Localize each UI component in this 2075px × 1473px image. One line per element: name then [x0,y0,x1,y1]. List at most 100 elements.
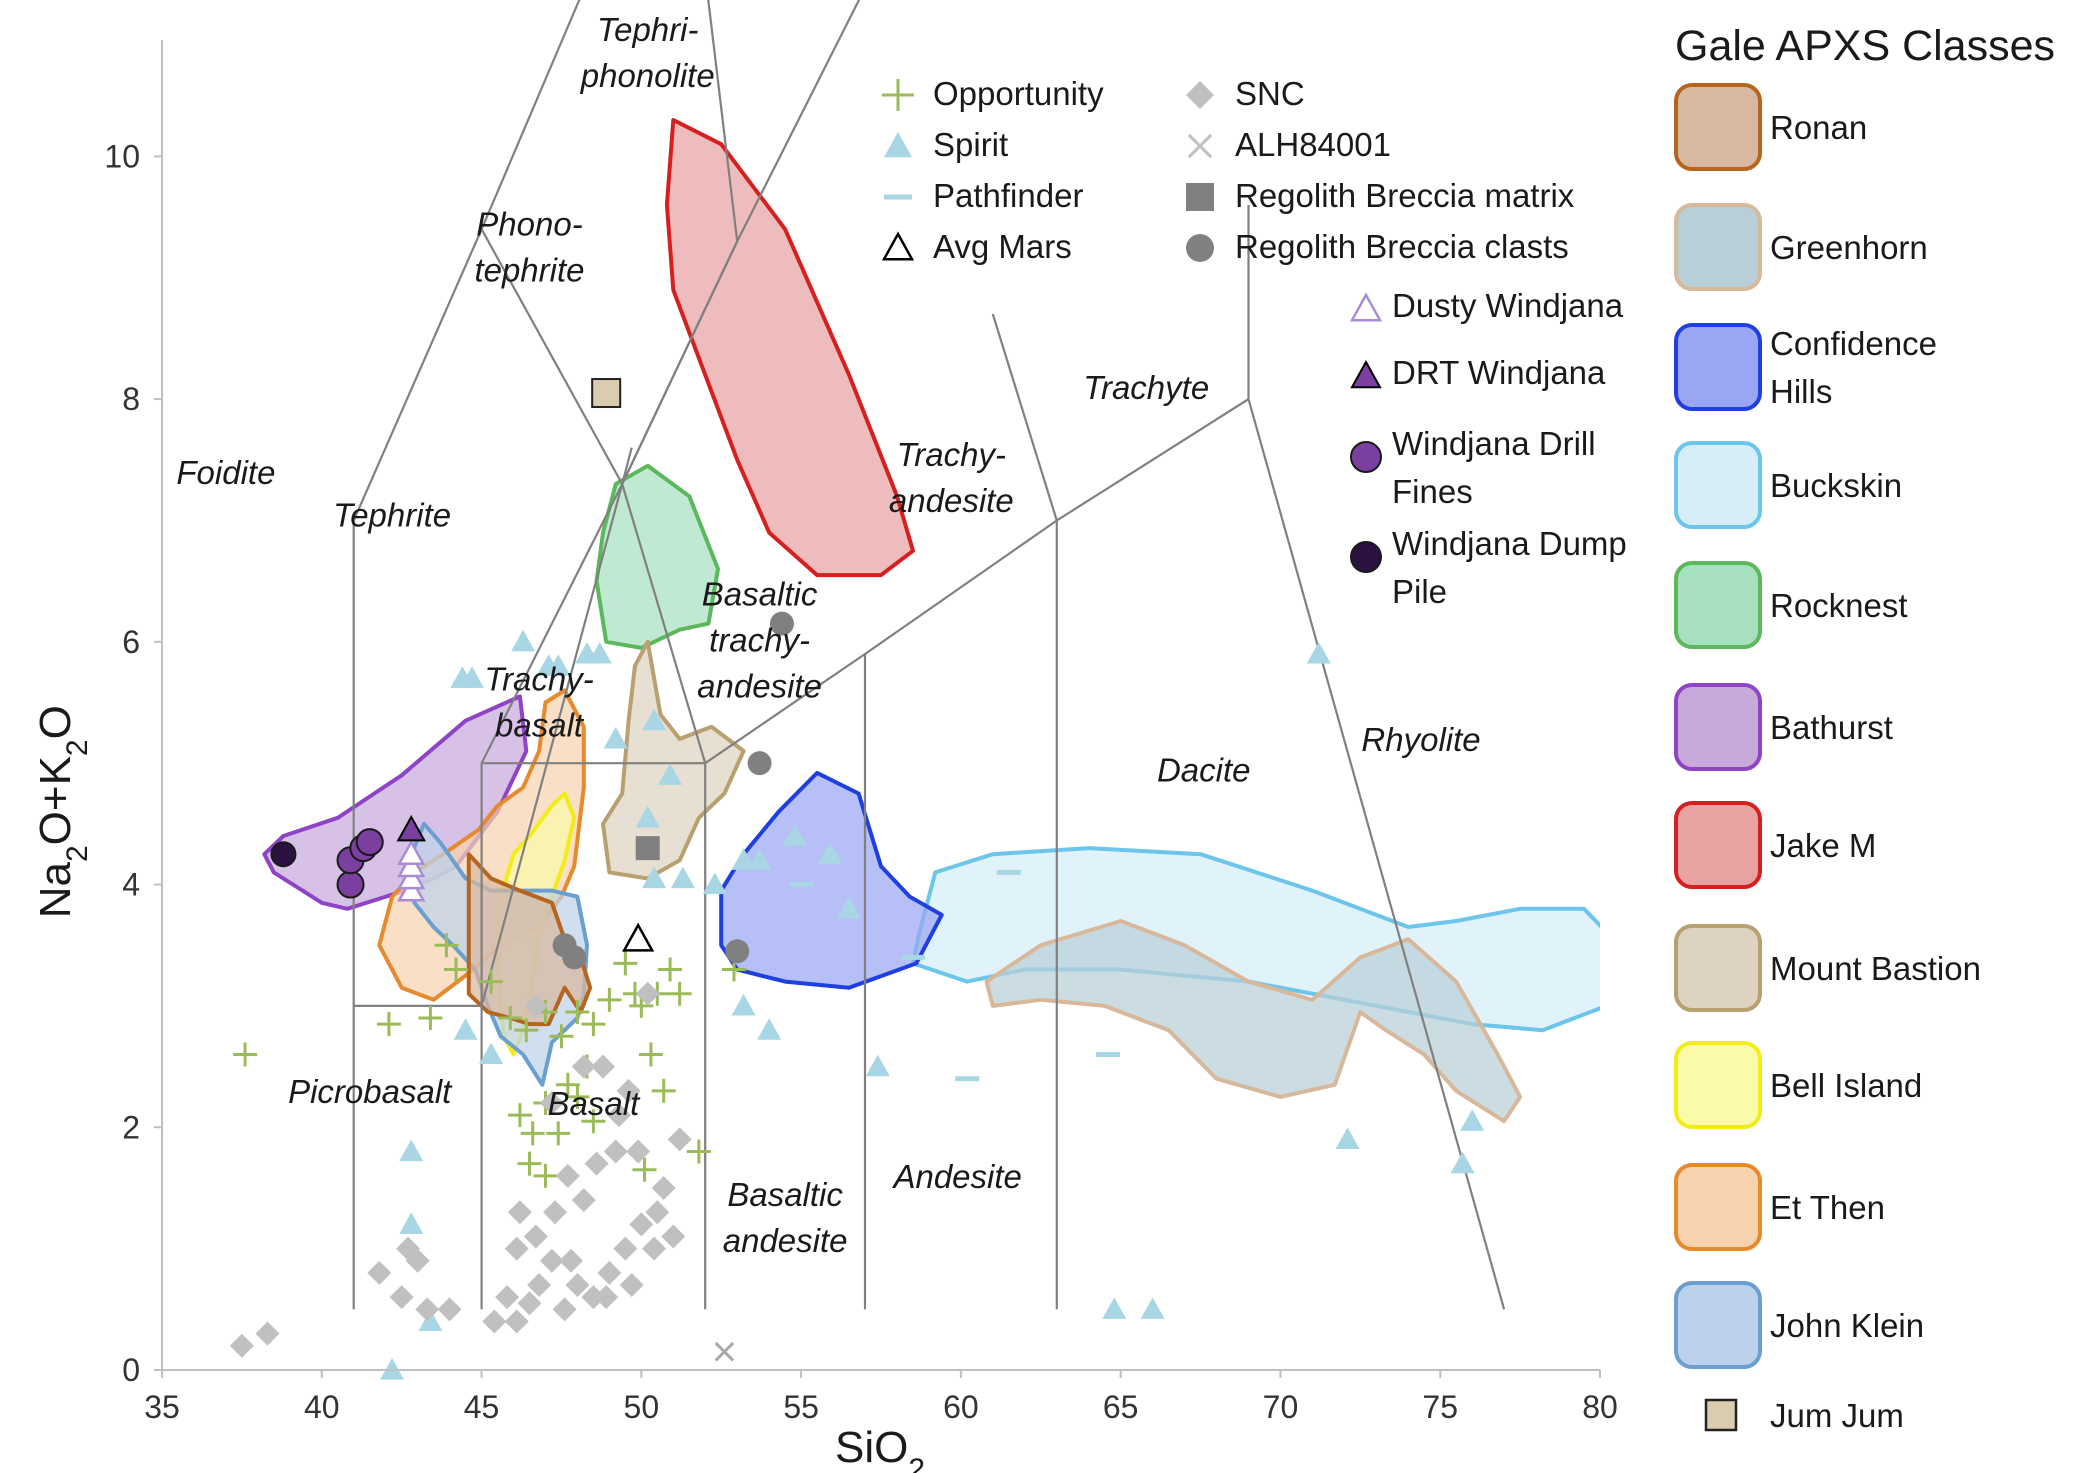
field-label-andesite: Andesite [891,1158,1021,1195]
legend-label-dusty: Dusty Windjana [1392,287,1624,324]
legend-marker-rb-clasts [1186,234,1214,262]
legend-class-jumjum: Jum Jum [1770,1397,1904,1434]
series-drt-windjana [396,814,426,842]
series-windjana-dump-pile [270,841,297,868]
point-spirit-24 [731,993,756,1016]
point-spirit-33 [479,1042,504,1065]
field-label-trachyte: Trachyte [1083,369,1209,406]
point-snc-42 [619,1273,644,1298]
point-snc-24 [603,1139,628,1164]
series-windjana-drill-fines [336,828,384,899]
point-drt-windjana-1 [396,814,426,842]
x-tick-60: 60 [943,1389,979,1425]
x-tick-35: 35 [144,1389,180,1425]
point-snc-22 [555,1163,580,1188]
region-greenhorn [984,919,1523,1124]
y-tick-4: 4 [122,867,140,903]
field-label-dacite: Dacite [1157,751,1251,788]
legend-swatch-ronan [1674,83,1762,171]
legend-label-rb-clasts: Regolith Breccia clasts [1235,228,1569,265]
point-spirit-4 [399,1212,424,1234]
point-regolith-breccia-clasts-2 [747,751,772,776]
point-snc-36 [571,1054,596,1079]
legend-windjana: Dusty Windjana DRT Windjana Windjana Drill… [1349,287,1627,610]
field-label-picrobasalt: Picrobasalt [288,1073,453,1110]
legend-swatch-jakem [1674,801,1762,889]
field-label-basaltic-andesite: Basaltic andesite [723,1176,848,1259]
point-snc-31 [523,1224,548,1249]
point-regolith-breccia-clasts-1 [769,611,794,636]
x-tick-80: 80 [1582,1389,1618,1425]
legend-marker-dump [1350,541,1382,573]
point-snc-32 [504,1236,529,1261]
point-spirit-2 [399,1139,424,1162]
legend-class-confidence: Confidence Hills [1770,325,1937,410]
tas-boundary-4 [480,762,707,1310]
point-jum-jum-1 [591,378,622,409]
point-dusty-windjana-1 [397,876,426,902]
point-snc-19 [613,1236,638,1261]
x-tick-labels: 35 40 45 50 55 60 65 70 75 80 [144,1370,1618,1425]
legend-swatch-jumjum [1704,1398,1738,1432]
legend-swatch-rocknest [1674,561,1762,649]
point-alh84001-1 [714,1341,735,1362]
point-spirit-20 [747,848,772,870]
point-snc-33 [539,1091,564,1115]
legend-label-alh: ALH84001 [1235,126,1391,163]
point-opportunity-30 [686,1139,711,1164]
region-jakem [664,118,915,578]
point-snc-34 [590,1054,615,1079]
point-snc-35 [616,1078,641,1103]
legend-marker-spirit [884,132,912,158]
point-pathfinder-4 [996,869,1021,875]
point-snc-15 [552,1297,577,1322]
point-snc-2 [255,1321,280,1346]
legend-swatch-mountbastion [1674,924,1762,1012]
point-snc-23 [584,1151,609,1176]
point-opportunity-7 [498,1006,523,1031]
point-snc-38 [642,1236,667,1261]
x-tick-45: 45 [464,1389,500,1425]
point-opportunity-11 [565,999,590,1024]
point-snc-20 [629,1212,654,1237]
x-tick-55: 55 [783,1389,819,1425]
legend-swatch-confidence [1674,323,1762,411]
point-opportunity-24 [546,1121,571,1146]
legend-class-mountbastion: Mount Bastion [1770,950,1981,987]
series-spirit [380,629,1485,1380]
point-opportunity-29 [632,1157,657,1182]
point-snc-40 [559,1248,584,1273]
point-snc-14 [539,1248,564,1273]
y-tick-labels: 0 2 4 6 8 10 [104,138,162,1388]
field-label-foidite: Foidite [176,454,275,491]
point-spirit-18 [702,872,727,895]
legend-class-rocknest: Rocknest [1770,587,1908,624]
point-spirit-27 [1102,1297,1127,1319]
legend-label-opportunity: Opportunity [933,75,1104,112]
legend-classes-title: Gale APXS Classes [1675,22,2055,70]
point-snc-6 [415,1297,440,1322]
point-regolith-breccia-clasts-5 [562,945,587,970]
legend-swatch-bathurst [1674,683,1762,771]
legend-marker-opportunity [882,79,914,111]
region-mountbastion [601,639,746,881]
point-spirit-3 [418,1309,443,1332]
tas-field-labels: Foidite Tephrite Phono-tephrite Tephri-phon… [176,11,1480,1259]
point-opportunity-5 [434,933,459,958]
point-opportunity-34 [555,1072,580,1097]
legend-class-bathurst: Bathurst [1770,709,1893,746]
legend-label-spirit: Spirit [933,126,1008,163]
point-snc-26 [651,1175,676,1200]
legend-label-drill: Windjana Drill Fines [1392,425,1596,510]
point-dusty-windjana-4 [397,839,426,866]
point-opportunity-8 [514,1018,539,1043]
point-spirit-34 [453,1018,478,1040]
point-snc-30 [543,1200,568,1225]
field-label-tephrite: Tephrite [333,497,451,534]
point-windjana-dump-pile-1 [270,841,297,868]
series-regolith-breccia-matrix [635,836,660,861]
legend-gale-apxs-classes: Gale APXS Classes Ronan Greenhorn Confidenc… [1674,22,2055,1434]
y-axis-label: Na2O+K2O [31,705,94,918]
x-tick-65: 65 [1103,1389,1139,1425]
legend-class-buckskin: Buckskin [1770,467,1902,504]
